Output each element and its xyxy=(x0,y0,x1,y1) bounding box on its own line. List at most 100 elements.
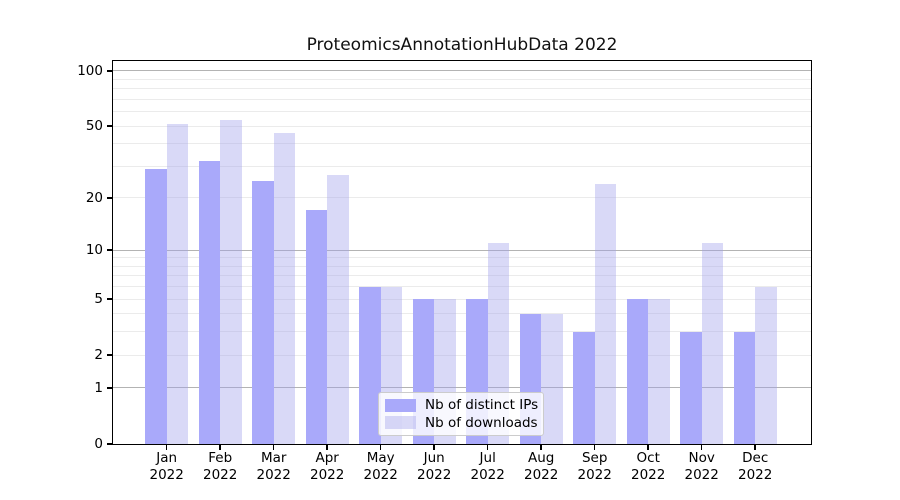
x-tick-label: Jun 2022 xyxy=(403,450,465,483)
x-tick-month: Mar xyxy=(260,450,287,466)
gridline-major xyxy=(113,387,811,389)
bar-mar-series0 xyxy=(252,180,274,444)
x-tick-label: Nov 2022 xyxy=(671,450,733,483)
bar-feb-series0 xyxy=(198,161,221,444)
x-tick-mark xyxy=(754,445,756,450)
x-tick-label: Mar 2022 xyxy=(243,450,305,483)
y-tick-label: 0 xyxy=(94,436,103,452)
y-tick-mark xyxy=(107,443,113,445)
x-tick-label: Jul 2022 xyxy=(457,450,519,483)
bar-mar-series1 xyxy=(273,132,296,444)
gridline-major xyxy=(113,70,811,72)
gridline-minor xyxy=(113,298,811,300)
bar-jan-series1 xyxy=(166,124,189,444)
y-tick-mark xyxy=(107,125,113,127)
x-tick-month: Jul xyxy=(479,450,496,466)
x-tick-mark xyxy=(486,445,489,450)
y-tick-label: 100 xyxy=(77,62,103,79)
x-tick-month: Nov xyxy=(688,450,715,466)
x-tick-label: Oct 2022 xyxy=(617,450,679,483)
bar-nov-series0 xyxy=(680,331,702,444)
gridline-minor xyxy=(113,143,811,145)
legend-label-downloads: Nb of downloads xyxy=(425,414,538,431)
x-tick-year: 2022 xyxy=(363,466,398,483)
x-tick-label: Apr 2022 xyxy=(296,450,358,483)
gridline-minor xyxy=(113,165,811,167)
x-tick-month: Sep xyxy=(581,450,608,466)
x-tick-label: May 2022 xyxy=(350,450,412,483)
gridline-major xyxy=(113,249,811,251)
bar-oct-series1 xyxy=(648,299,670,444)
y-tick-label: 2 xyxy=(94,347,103,364)
gridline-minor xyxy=(113,286,811,288)
y-tick-mark xyxy=(107,70,113,72)
gridline-minor xyxy=(113,265,811,267)
x-tick-year: 2022 xyxy=(470,466,505,483)
x-tick-mark xyxy=(647,445,649,450)
bar-jan-series0 xyxy=(145,168,167,444)
x-tick-label: Sep 2022 xyxy=(564,450,626,483)
y-tick-mark xyxy=(107,354,113,356)
gridline-minor xyxy=(113,78,811,80)
gridline-minor xyxy=(113,125,811,127)
y-tick-label: 5 xyxy=(94,291,103,308)
x-tick-label: Aug 2022 xyxy=(510,450,572,483)
x-tick-month: Jan xyxy=(156,450,178,466)
x-tick-month: Feb xyxy=(208,450,233,466)
x-tick-month: Aug xyxy=(528,450,555,466)
bar-feb-series1 xyxy=(220,119,242,444)
bar-apr-series1 xyxy=(327,174,349,444)
bar-dec-series0 xyxy=(733,331,756,444)
bar-may-series0 xyxy=(359,286,381,444)
x-tick-year: 2022 xyxy=(310,466,345,483)
x-tick-label: Jan 2022 xyxy=(136,450,198,483)
gridline-minor xyxy=(113,257,811,259)
x-tick-year: 2022 xyxy=(203,466,238,483)
x-tick-month: May xyxy=(366,450,395,466)
x-tick-mark xyxy=(272,445,275,450)
x-tick-label: Feb 2022 xyxy=(189,450,251,483)
y-tick-label: 50 xyxy=(85,118,103,135)
x-tick-month: Jun xyxy=(423,450,445,466)
x-tick-month: Oct xyxy=(636,450,660,466)
y-tick-mark xyxy=(107,387,113,389)
legend-label-distinct-ips: Nb of distinct IPs xyxy=(425,397,539,414)
x-tick-month: Apr xyxy=(315,450,339,466)
y-tick-mark xyxy=(107,197,113,199)
x-tick-year: 2022 xyxy=(149,466,184,483)
gridline-minor xyxy=(113,354,811,356)
x-tick-year: 2022 xyxy=(684,466,719,483)
x-tick-month: Dec xyxy=(742,450,769,466)
x-tick-mark xyxy=(593,445,596,450)
x-tick-mark xyxy=(540,445,542,450)
y-tick-label: 1 xyxy=(94,379,103,396)
x-tick-label: Dec 2022 xyxy=(724,450,786,483)
legend-item-distinct-ips: Nb of distinct IPs xyxy=(385,397,539,414)
bar-sep-series0 xyxy=(573,331,595,444)
chart-title: ProteomicsAnnotationHubData 2022 xyxy=(306,35,618,55)
x-tick-mark xyxy=(219,445,221,450)
x-tick-mark xyxy=(326,445,328,450)
gridline-minor xyxy=(113,98,811,100)
x-tick-year: 2022 xyxy=(577,466,612,483)
gridline-minor xyxy=(113,197,811,199)
legend-item-downloads: Nb of downloads xyxy=(385,414,538,431)
gridline-minor xyxy=(113,313,811,315)
bar-apr-series0 xyxy=(305,210,328,444)
x-tick-mark xyxy=(165,445,168,450)
x-tick-year: 2022 xyxy=(524,466,559,483)
legend-swatch-distinct-ips xyxy=(385,398,416,412)
x-tick-year: 2022 xyxy=(738,466,773,483)
y-tick-label: 10 xyxy=(85,242,103,259)
gridline-minor xyxy=(113,331,811,333)
bar-oct-series0 xyxy=(626,299,649,444)
gridline-minor xyxy=(113,88,811,90)
gridline-minor xyxy=(113,111,811,113)
bar-sep-series1 xyxy=(594,183,617,444)
x-tick-mark xyxy=(379,445,382,450)
x-tick-mark xyxy=(433,445,435,450)
legend: Nb of distinct IPs Nb of downloads xyxy=(378,392,544,436)
y-tick-label: 20 xyxy=(85,189,103,206)
x-tick-year: 2022 xyxy=(256,466,291,483)
